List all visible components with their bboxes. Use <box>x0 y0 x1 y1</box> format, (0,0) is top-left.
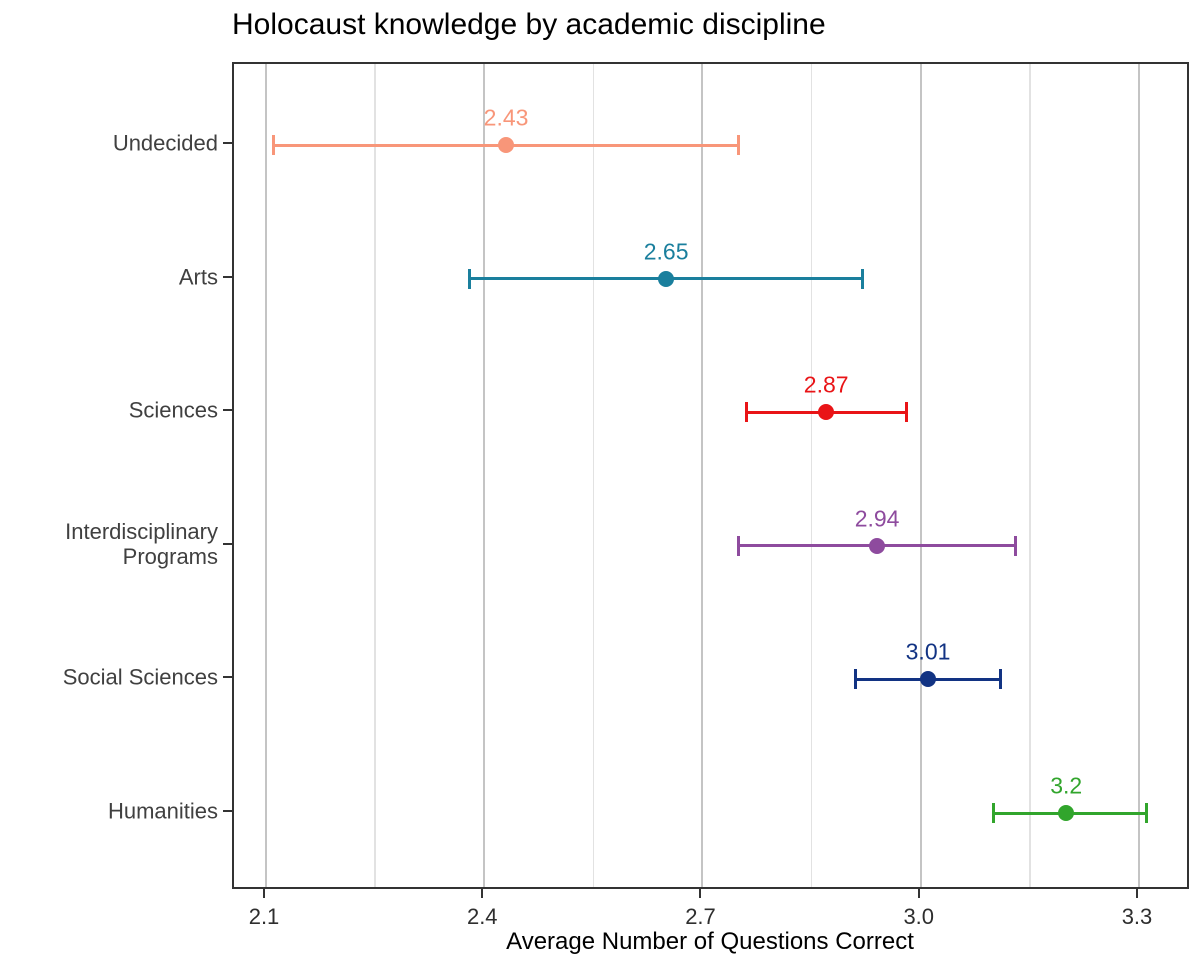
point-undecided <box>498 137 515 153</box>
point-interdisciplinary-programs <box>869 537 886 554</box>
y-axis-label-undecided: Undecided <box>113 131 218 156</box>
y-axis-label-interdisciplinary-programs: Interdisciplinary Programs <box>65 519 218 569</box>
chart-title: Holocaust knowledge by academic discipli… <box>232 8 826 41</box>
gridline-minor <box>374 64 376 887</box>
errorbar-cap-high-social-sciences <box>999 669 1003 690</box>
y-axis-tick <box>223 676 232 679</box>
value-label-sciences: 2.87 <box>803 371 849 398</box>
x-axis-tick-label: 2.7 <box>685 904 716 929</box>
y-axis-label-humanities: Humanities <box>108 799 218 824</box>
x-axis-tick <box>263 889 265 898</box>
y-axis-label-social-sciences: Social Sciences <box>63 665 218 690</box>
y-axis-label-arts: Arts <box>179 264 218 289</box>
gridline-minor <box>1029 64 1031 887</box>
errorbar-cap-low-social-sciences <box>853 669 857 690</box>
point-humanities <box>1058 805 1075 821</box>
errorbar-cap-high-arts <box>861 268 865 289</box>
value-label-humanities: 3.2 <box>1050 772 1083 799</box>
gridline-minor <box>592 64 595 887</box>
x-axis-tick <box>699 889 702 898</box>
errorbar-cap-low-humanities <box>991 803 995 823</box>
y-axis-label-line: Programs <box>122 543 218 569</box>
value-label-arts: 2.65 <box>643 238 689 265</box>
plot-panel: 2.43 2.65 2.87 2.94 3.01 3.2 <box>232 62 1189 889</box>
y-axis-label-line: Social Sciences <box>62 664 218 690</box>
gridline-major <box>265 64 267 887</box>
value-label-social-sciences: 3.01 <box>905 638 951 665</box>
y-axis-label-line: Interdisciplinary <box>65 518 218 544</box>
gridline-major <box>919 64 922 887</box>
y-axis-label-sciences: Sciences <box>129 398 218 423</box>
x-axis-tick-label: 3.3 <box>1121 904 1153 929</box>
value-label-undecided: 2.43 <box>483 104 529 131</box>
y-axis-tick <box>223 542 232 545</box>
y-axis-tick <box>223 409 232 412</box>
errorbar-cap-low-arts <box>468 268 472 289</box>
errorbar-cap-high-sciences <box>904 402 908 423</box>
gridline-major <box>483 64 486 887</box>
x-axis-title: Average Number of Questions Correct <box>506 928 914 955</box>
y-axis-tick <box>223 142 232 144</box>
y-axis-label-line: Humanities <box>107 798 218 824</box>
gridline-major <box>1137 64 1140 887</box>
point-sciences <box>818 404 835 421</box>
x-axis-tick-label: 3.0 <box>903 904 935 929</box>
y-axis-label-line: Arts <box>178 264 218 290</box>
y-axis-label-line: Sciences <box>128 397 218 423</box>
x-axis-tick-label: 2.1 <box>248 904 280 929</box>
y-axis-label-line: Undecided <box>112 130 218 156</box>
point-social-sciences <box>920 671 937 688</box>
y-axis-tick <box>223 810 232 812</box>
x-axis-tick <box>917 889 920 898</box>
errorbar-cap-high-humanities <box>1144 803 1148 823</box>
gridline-minor <box>810 64 813 887</box>
errorbar-cap-high-interdisciplinary-programs <box>1013 535 1017 556</box>
errorbar-cap-low-undecided <box>271 135 275 155</box>
errorbar-cap-low-sciences <box>744 402 748 423</box>
value-label-interdisciplinary-programs: 2.94 <box>854 505 900 532</box>
x-axis-tick <box>1135 889 1138 898</box>
point-arts <box>658 270 675 287</box>
x-axis-tick-label: 2.4 <box>466 904 498 929</box>
errorbar-cap-low-interdisciplinary-programs <box>737 535 741 556</box>
y-axis-tick <box>223 275 232 278</box>
gridline-major <box>701 64 704 887</box>
x-axis-tick <box>481 889 484 898</box>
errorbar-cap-high-undecided <box>737 135 741 155</box>
